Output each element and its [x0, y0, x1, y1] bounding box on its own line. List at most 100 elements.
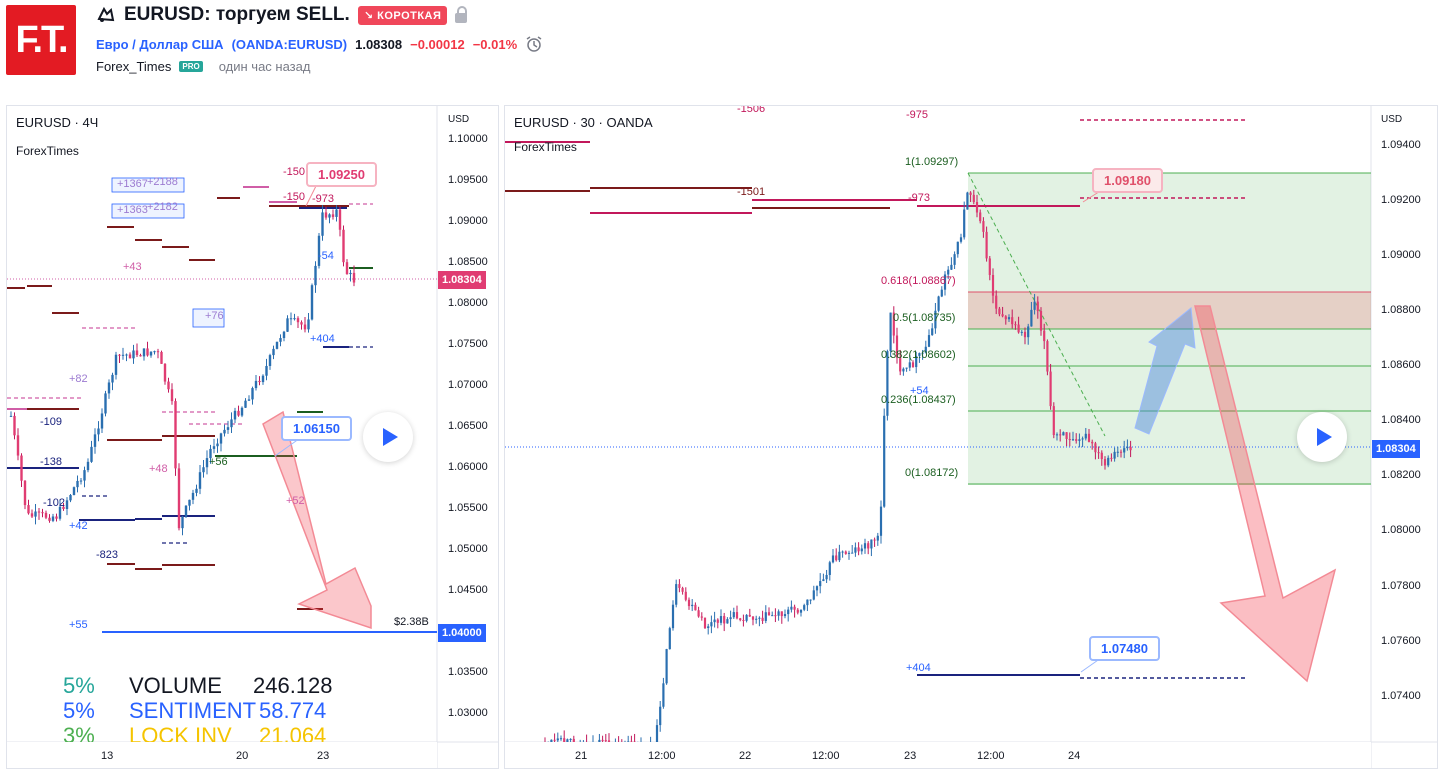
chart-left-title[interactable]: EURUSD · 4Ч: [16, 115, 99, 130]
pair-name-link[interactable]: Евро / Доллар США: [96, 36, 224, 52]
last-price-tag: 1.08304: [1372, 440, 1420, 458]
candle-body: [710, 622, 713, 627]
candle-body: [216, 443, 219, 447]
symbol-link[interactable]: (OANDA:EURUSD): [231, 36, 348, 52]
candle-body: [275, 341, 279, 349]
brand-logo[interactable]: F.T.: [6, 5, 76, 75]
candle-body: [774, 615, 777, 617]
candle-body: [700, 616, 703, 618]
candle-body: [58, 506, 62, 519]
price-tick: 1.07600: [1381, 635, 1421, 647]
candle-body: [317, 235, 321, 266]
price-tick: 1.08400: [1381, 414, 1421, 426]
fib-label: 0(1.08172): [905, 467, 959, 479]
price-tick: 1.08600: [1381, 359, 1421, 371]
candle-body: [237, 410, 240, 416]
candle-body: [956, 241, 959, 255]
candle-body: [1123, 448, 1126, 453]
candle-body: [153, 351, 156, 353]
candle-body: [812, 590, 815, 600]
candle-body: [1087, 433, 1091, 442]
candle-body: [44, 512, 48, 518]
chart-right-time-axis[interactable]: 21 12:00 22 12:00 23 12:00 24: [505, 742, 1371, 768]
candle-body: [771, 615, 774, 617]
candle-body: [1023, 331, 1027, 338]
candle-body: [69, 495, 72, 501]
candle-body: [940, 289, 943, 297]
candle-body: [142, 348, 146, 357]
candle-body: [726, 619, 729, 624]
candle-body: [1011, 317, 1014, 325]
candle-body: [723, 616, 726, 624]
annotation: -1501: [737, 186, 766, 198]
candle-body: [899, 357, 902, 372]
candle-body: [139, 355, 142, 357]
candle-body: [751, 616, 755, 620]
level-segments-dashed: [7, 203, 373, 544]
chart-right-title[interactable]: EURUSD · 30 · OANDA: [514, 115, 653, 130]
annotation: +56: [209, 456, 228, 468]
candle-body: [563, 738, 566, 744]
candle-body: [1004, 316, 1007, 320]
candle-body: [707, 626, 710, 629]
candle-body: [959, 237, 963, 242]
candle-body: [863, 543, 867, 549]
price-tick: 1.08000: [448, 297, 488, 309]
annotation: +43: [123, 261, 142, 273]
candle-body: [233, 410, 237, 420]
candle-body: [911, 362, 915, 368]
candle-body: [918, 353, 921, 356]
chart-left-canvas[interactable]: [7, 106, 498, 768]
candle-body: [1027, 326, 1030, 338]
annotation: +2188: [147, 176, 178, 188]
annotation: -823: [96, 549, 119, 561]
author-name[interactable]: Forex_Times: [96, 59, 172, 74]
candle-body: [219, 433, 223, 444]
candle-body: [966, 192, 969, 210]
candle-body: [27, 505, 30, 514]
last-price-tag: 1.08304: [438, 271, 486, 289]
candle-body: [1039, 310, 1043, 331]
candle-body: [65, 500, 69, 510]
candle-body: [793, 606, 796, 610]
candle-body: [716, 619, 719, 623]
time-tick: 24: [1068, 750, 1081, 762]
candle-body: [97, 428, 100, 435]
annotation: -150: [283, 166, 306, 178]
candle-body: [289, 318, 293, 320]
chart-left-panel[interactable]: EURUSD · 4Ч ForexTimes USD 1.10000 1.095…: [6, 105, 499, 769]
candle-body: [55, 516, 58, 519]
candle-body: [678, 584, 681, 588]
candle-body: [272, 348, 275, 356]
candle-body: [963, 209, 966, 238]
candle-body: [895, 335, 899, 358]
annotation: +404: [310, 333, 335, 345]
candle-body: [76, 480, 79, 488]
candle-body: [764, 612, 767, 621]
candle-body: [156, 351, 160, 353]
candle-body: [349, 272, 352, 275]
candle-body: [16, 435, 20, 456]
candle-body: [550, 739, 553, 743]
callout-target-high[interactable]: 1.09180: [1092, 168, 1163, 193]
price-tick: 1.09000: [448, 215, 488, 227]
candle-body: [985, 231, 988, 259]
candle-body: [684, 591, 687, 600]
play-button-right[interactable]: [1297, 412, 1347, 462]
candle-body: [132, 350, 135, 359]
author-row: Forex_Times PRO один час назад: [96, 59, 310, 74]
candle-body: [975, 202, 979, 213]
candle-body: [729, 617, 732, 620]
chart-right-panel[interactable]: EURUSD · 30 · OANDA ForexTimes USD 1.094…: [504, 105, 1438, 769]
callout-target-high[interactable]: 1.09250: [306, 162, 377, 187]
play-button-left[interactable]: [363, 412, 413, 462]
callout-target-low[interactable]: 1.06150: [281, 416, 352, 441]
annotation: +52: [286, 495, 305, 507]
candle-body: [924, 346, 927, 353]
candle-body: [931, 328, 934, 336]
callout-target-low[interactable]: 1.07480: [1089, 636, 1160, 661]
time-tick: 12:00: [977, 750, 1005, 762]
chart-left-time-axis[interactable]: 13 20 23: [7, 742, 437, 768]
alarm-clock-icon[interactable]: [525, 35, 543, 53]
time-tick: 13: [101, 750, 114, 762]
